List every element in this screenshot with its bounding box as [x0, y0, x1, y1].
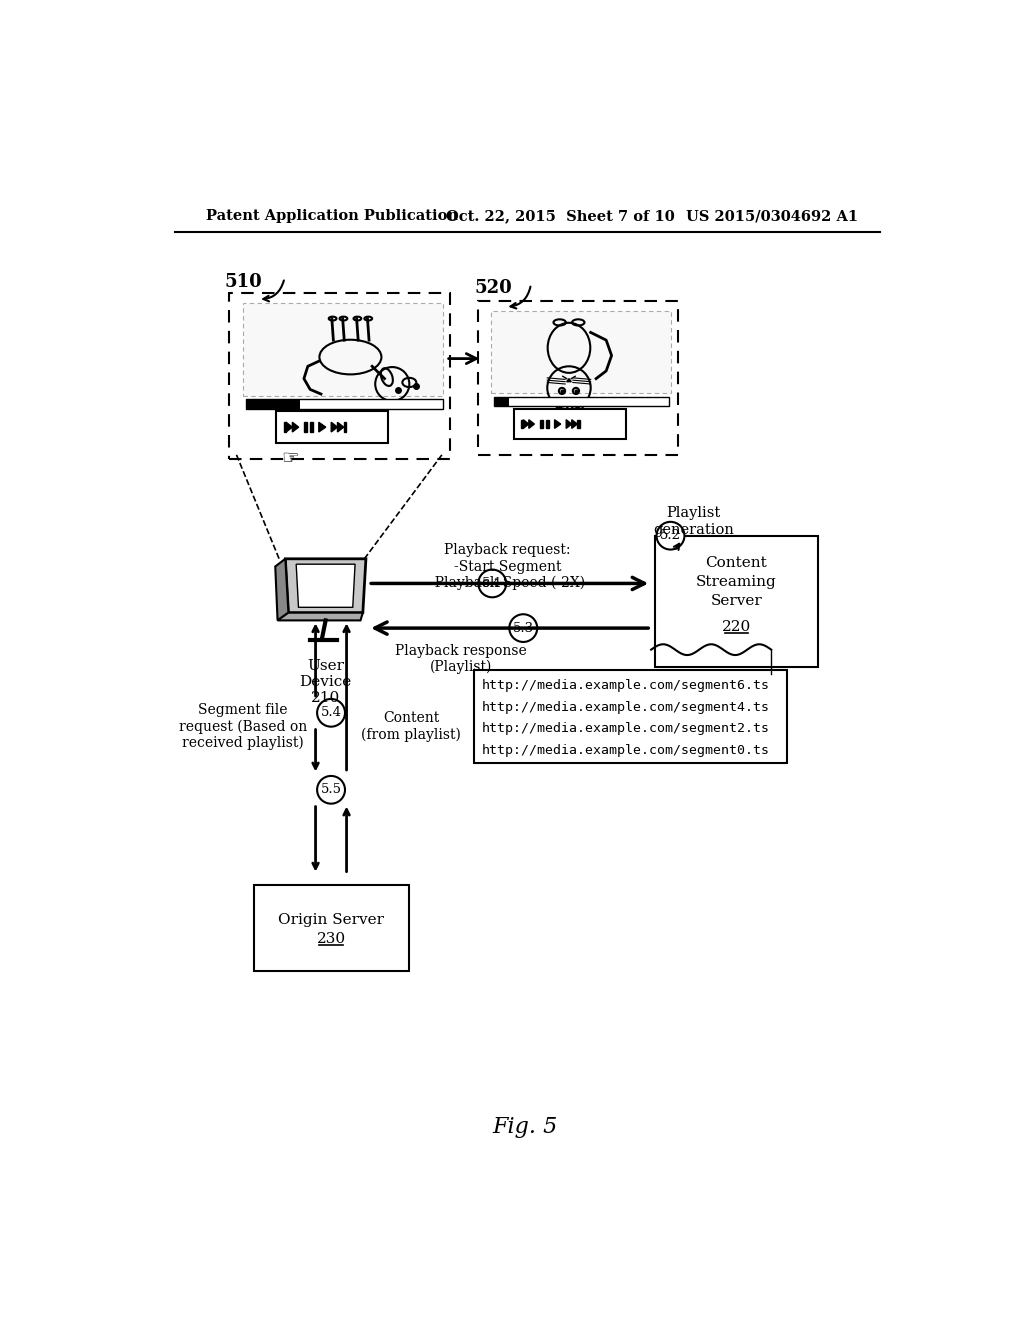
Circle shape — [478, 570, 506, 598]
Polygon shape — [555, 420, 561, 429]
Text: 5.3: 5.3 — [513, 622, 534, 635]
Polygon shape — [528, 420, 535, 429]
Text: ☞: ☞ — [282, 449, 299, 469]
FancyBboxPatch shape — [243, 304, 442, 396]
Polygon shape — [293, 422, 299, 432]
Text: Oct. 22, 2015  Sheet 7 of 10: Oct. 22, 2015 Sheet 7 of 10 — [445, 209, 675, 223]
FancyBboxPatch shape — [655, 536, 818, 667]
Text: http://media.example.com/segment4.ts: http://media.example.com/segment4.ts — [482, 701, 770, 714]
Text: Playlist
generation: Playlist generation — [653, 507, 734, 537]
Circle shape — [317, 700, 345, 726]
Polygon shape — [566, 379, 571, 381]
FancyBboxPatch shape — [474, 671, 786, 763]
Bar — [521, 420, 523, 429]
Text: User
Device
210: User Device 210 — [299, 659, 352, 705]
Circle shape — [509, 614, 538, 642]
Text: http://media.example.com/segment2.ts: http://media.example.com/segment2.ts — [482, 722, 770, 735]
Bar — [344, 422, 346, 432]
Text: Patent Application Publication: Patent Application Publication — [206, 209, 458, 223]
Text: Streaming: Streaming — [696, 576, 777, 589]
Text: Origin Server: Origin Server — [279, 913, 384, 927]
Text: 510: 510 — [225, 273, 262, 290]
Bar — [578, 420, 580, 429]
Text: Playback request:
-Start Segment
-Playback Speed (-2X): Playback request: -Start Segment -Playba… — [430, 544, 586, 590]
Bar — [304, 422, 307, 432]
Text: 5.5: 5.5 — [321, 783, 342, 796]
Text: Content: Content — [706, 556, 767, 570]
Circle shape — [656, 521, 684, 549]
Polygon shape — [275, 558, 289, 620]
Text: 5.4: 5.4 — [321, 706, 342, 719]
Bar — [284, 422, 286, 432]
Text: Playback response
(Playlist): Playback response (Playlist) — [395, 644, 527, 675]
Polygon shape — [338, 422, 344, 432]
Text: Server: Server — [711, 594, 762, 609]
Text: Segment file
request (Based on
received playlist): Segment file request (Based on received … — [178, 704, 307, 750]
FancyBboxPatch shape — [276, 411, 388, 444]
Polygon shape — [318, 422, 326, 432]
Text: http://media.example.com/segment0.ts: http://media.example.com/segment0.ts — [482, 744, 770, 758]
Polygon shape — [296, 564, 355, 607]
Polygon shape — [566, 420, 571, 429]
Text: http://media.example.com/segment6.ts: http://media.example.com/segment6.ts — [482, 680, 770, 693]
Bar — [540, 420, 543, 429]
Circle shape — [317, 776, 345, 804]
Polygon shape — [571, 420, 578, 429]
Bar — [310, 422, 313, 432]
Text: Fig. 5: Fig. 5 — [493, 1117, 557, 1138]
FancyBboxPatch shape — [514, 409, 626, 438]
Text: US 2015/0304692 A1: US 2015/0304692 A1 — [686, 209, 858, 223]
Polygon shape — [523, 420, 528, 429]
Text: 230: 230 — [316, 932, 346, 946]
Polygon shape — [286, 422, 293, 432]
Bar — [546, 420, 549, 429]
Polygon shape — [331, 422, 338, 432]
Text: Content
(from playlist): Content (from playlist) — [360, 711, 461, 742]
Bar — [246, 399, 442, 409]
Polygon shape — [286, 558, 366, 612]
Text: 5.1: 5.1 — [481, 577, 503, 590]
Text: 220: 220 — [722, 619, 751, 634]
Polygon shape — [278, 612, 362, 620]
FancyBboxPatch shape — [254, 884, 410, 970]
Text: 5.2: 5.2 — [660, 529, 681, 543]
Text: 520: 520 — [474, 279, 512, 297]
FancyBboxPatch shape — [490, 312, 671, 393]
Bar — [494, 397, 669, 407]
Bar — [246, 399, 300, 409]
Bar — [494, 397, 509, 407]
